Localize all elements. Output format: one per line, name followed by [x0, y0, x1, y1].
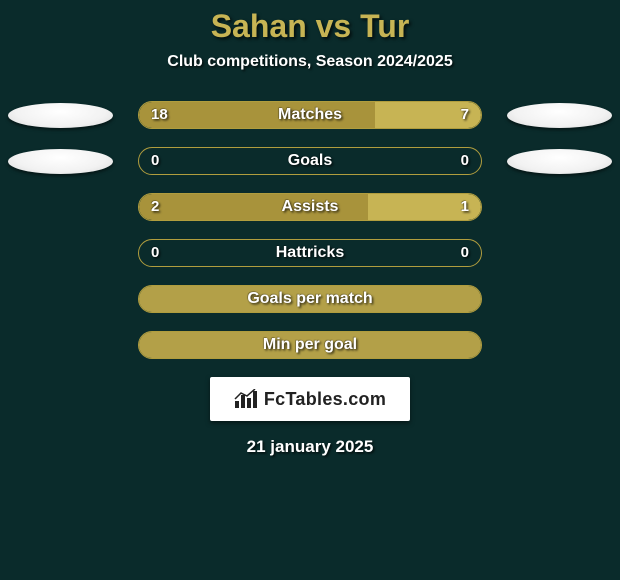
stat-value-right: 0: [461, 147, 469, 175]
stat-value-left: 18: [151, 101, 168, 129]
source-brand-text: FcTables.com: [264, 389, 386, 410]
stat-row: Assists2 1: [0, 193, 620, 221]
stat-label: Goals: [139, 147, 481, 175]
stat-row: Goals0 0: [0, 147, 620, 175]
stat-value-right: 0: [461, 239, 469, 267]
stat-label: Matches: [139, 101, 481, 129]
player-b-avatar: [507, 103, 612, 128]
bar-chart-icon: [234, 389, 258, 409]
stat-bar: Matches18 7: [138, 101, 482, 129]
stat-row: Min per goal: [0, 331, 620, 359]
player-a-name: Sahan: [211, 8, 307, 44]
stat-label: Min per goal: [139, 331, 481, 359]
stat-bar: Hattricks0 0: [138, 239, 482, 267]
stat-label: Hattricks: [139, 239, 481, 267]
snapshot-date: 21 january 2025: [0, 437, 620, 457]
stat-value-right: 7: [461, 101, 469, 129]
stat-value-right: 1: [461, 193, 469, 221]
competition-subtitle: Club competitions, Season 2024/2025: [0, 53, 620, 71]
stat-label: Goals per match: [139, 285, 481, 313]
stat-bar: Assists2 1: [138, 193, 482, 221]
stat-row: Hattricks0 0: [0, 239, 620, 267]
stat-bar: Goals per match: [138, 285, 482, 313]
player-b-avatar: [507, 149, 612, 174]
comparison-title: Sahan vs Tur: [0, 8, 620, 45]
source-badge: FcTables.com: [210, 377, 410, 421]
stat-value-left: 2: [151, 193, 159, 221]
stat-row: Goals per match: [0, 285, 620, 313]
stat-row: Matches18 7: [0, 101, 620, 129]
stat-bar: Min per goal: [138, 331, 482, 359]
stat-bar: Goals0 0: [138, 147, 482, 175]
stat-label: Assists: [139, 193, 481, 221]
stat-value-left: 0: [151, 239, 159, 267]
player-a-avatar: [8, 149, 113, 174]
player-b-name: Tur: [360, 8, 409, 44]
stat-value-left: 0: [151, 147, 159, 175]
vs-text: vs: [316, 8, 352, 44]
player-a-avatar: [8, 103, 113, 128]
